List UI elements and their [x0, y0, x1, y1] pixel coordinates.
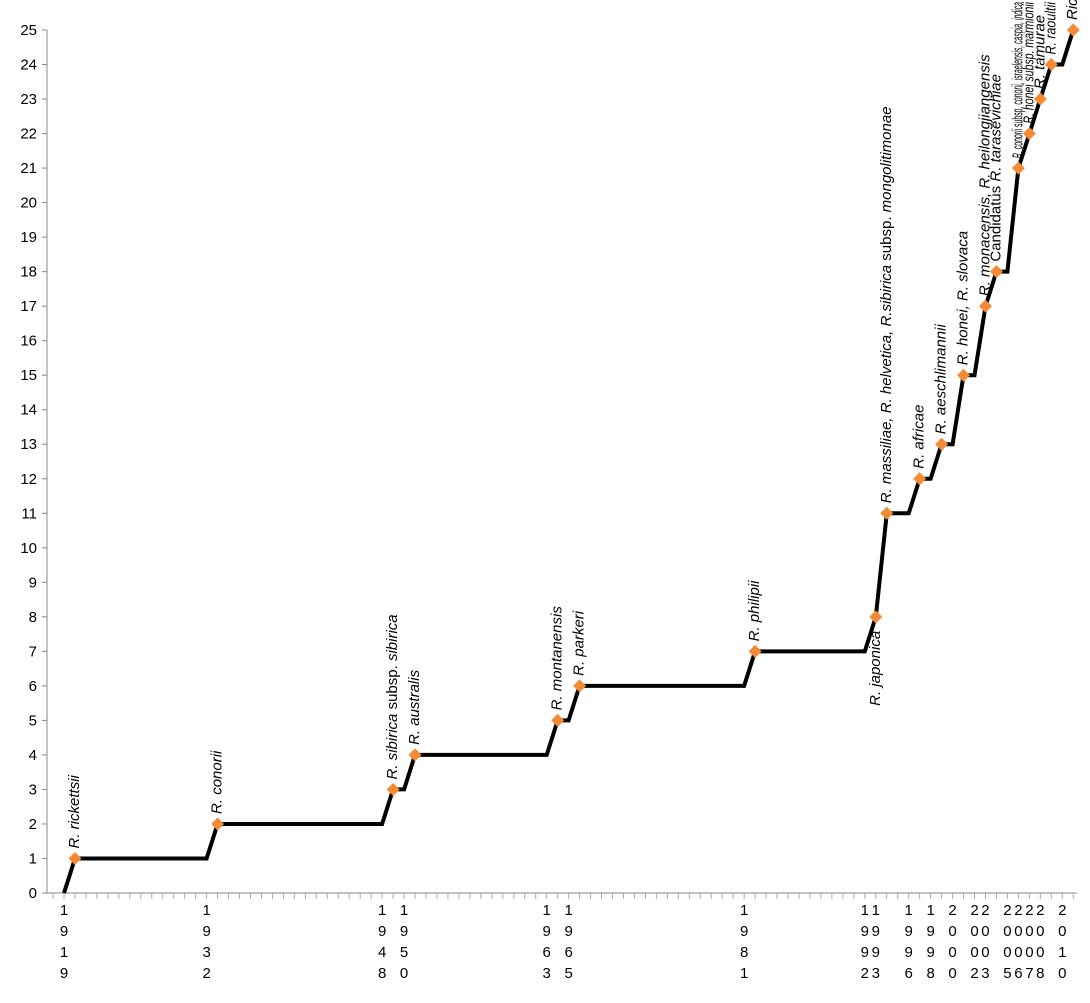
- y-tick-label: 12: [20, 471, 37, 488]
- x-axis-ticks: 1 9 1 9 1 9 3 2 1 9 4 8 1 9 5 0 1 9 6 3 1 9 6 5 1 9 8 1 1 9 9 21 9 9 3 1 9 9 6…: [52, 893, 1074, 982]
- y-tick-label: 20: [20, 195, 37, 212]
- data-point-marker: [1066, 23, 1080, 37]
- point-label: R. tamurae: [1031, 15, 1048, 89]
- point-label: R. rickettsii: [66, 774, 83, 848]
- y-tick-label: 17: [20, 298, 37, 315]
- point-label: R. philipii: [746, 580, 763, 642]
- data-point-marker: [935, 437, 949, 451]
- y-tick-label: 23: [20, 91, 37, 108]
- y-tick-label: 7: [29, 643, 37, 660]
- y-tick-label: 13: [20, 436, 37, 453]
- y-tick-label: 8: [29, 609, 37, 626]
- point-label: R. massiliae, R. helvetica, R.sibirica s…: [878, 106, 895, 503]
- data-point-marker: [957, 368, 971, 382]
- data-point-marker: [989, 265, 1003, 279]
- point-label: R. africae: [911, 405, 928, 469]
- point-label: Candidatus R. tarasevichiae: [987, 74, 1004, 262]
- y-tick-label: 11: [21, 505, 37, 522]
- y-tick-label: 22: [20, 126, 37, 143]
- y-tick-label: 14: [20, 402, 37, 419]
- data-point-marker: [211, 817, 225, 831]
- y-axis-ticks: 0123456789101112131415161718192021222324…: [20, 22, 47, 902]
- y-tick-label: 1: [29, 850, 37, 867]
- data-point-marker: [869, 610, 883, 624]
- y-tick-label: 24: [20, 57, 37, 74]
- data-point-marker: [551, 713, 565, 727]
- data-point-marker: [748, 644, 762, 658]
- y-tick-label: 21: [20, 160, 37, 177]
- data-point-marker: [68, 851, 82, 865]
- series-markers: [68, 23, 1080, 865]
- point-label: R. honei subsp. marmionii: [1020, 2, 1037, 124]
- data-point-marker: [386, 782, 400, 796]
- data-point-marker: [1022, 127, 1036, 141]
- point-labels: R. rickettsii R. conorii R. sibirica subsp…: [66, 0, 1081, 848]
- point-label: R. conorii subsp. conorii, israelensis, …: [1009, 2, 1026, 158]
- point-label: R. honei, R. slovaca: [955, 231, 972, 365]
- y-tick-label: 4: [29, 747, 37, 764]
- data-point-marker: [408, 748, 422, 762]
- y-tick-label: 6: [29, 678, 37, 695]
- y-tick-label: 25: [20, 22, 37, 39]
- data-point-marker: [1044, 58, 1058, 72]
- y-tick-label: 18: [20, 264, 37, 281]
- point-label: R. monacensis, R. heilongjiangensis: [976, 54, 993, 296]
- y-tick-label: 16: [20, 333, 37, 350]
- point-label: R. conorii: [209, 750, 226, 814]
- y-tick-label: 5: [29, 712, 37, 729]
- point-label: R. sibirica subsp. sibirica: [384, 614, 401, 779]
- data-point-marker: [913, 472, 927, 486]
- point-label: R. montanensis: [549, 606, 566, 711]
- axes: [46, 30, 1077, 894]
- y-tick-label: 15: [20, 367, 37, 384]
- point-label: R. parkeri: [571, 610, 588, 676]
- y-tick-label: 9: [29, 574, 37, 591]
- data-point-marker: [880, 506, 894, 520]
- data-point-marker: [1033, 92, 1047, 106]
- data-point-marker: [978, 299, 992, 313]
- point-label: R. aeschlimannii: [933, 324, 950, 435]
- y-tick-label: 2: [29, 816, 37, 833]
- y-tick-label: 10: [20, 540, 37, 557]
- y-tick-label: 0: [29, 885, 37, 902]
- point-label: R. raoultii: [1042, 1, 1059, 54]
- y-tick-label: 19: [20, 229, 37, 246]
- data-point-marker: [1011, 161, 1025, 175]
- point-label: R. japonica: [867, 631, 884, 706]
- y-tick-label: 3: [29, 781, 37, 798]
- point-label: R. australis: [406, 669, 423, 745]
- data-point-marker: [573, 679, 587, 693]
- point-label: Rickettsia sp. strain Atlantic rainfores…: [1064, 0, 1081, 20]
